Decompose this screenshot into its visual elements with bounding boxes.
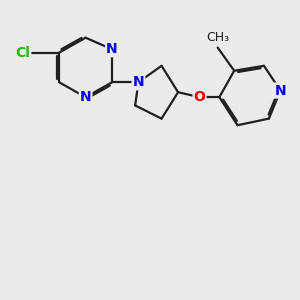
Text: N: N: [133, 75, 144, 89]
Text: N: N: [106, 42, 118, 56]
Text: Cl: Cl: [15, 46, 30, 60]
Text: N: N: [80, 90, 92, 104]
Text: N: N: [274, 84, 286, 98]
Text: CH₃: CH₃: [206, 31, 229, 44]
Text: O: O: [194, 90, 206, 104]
